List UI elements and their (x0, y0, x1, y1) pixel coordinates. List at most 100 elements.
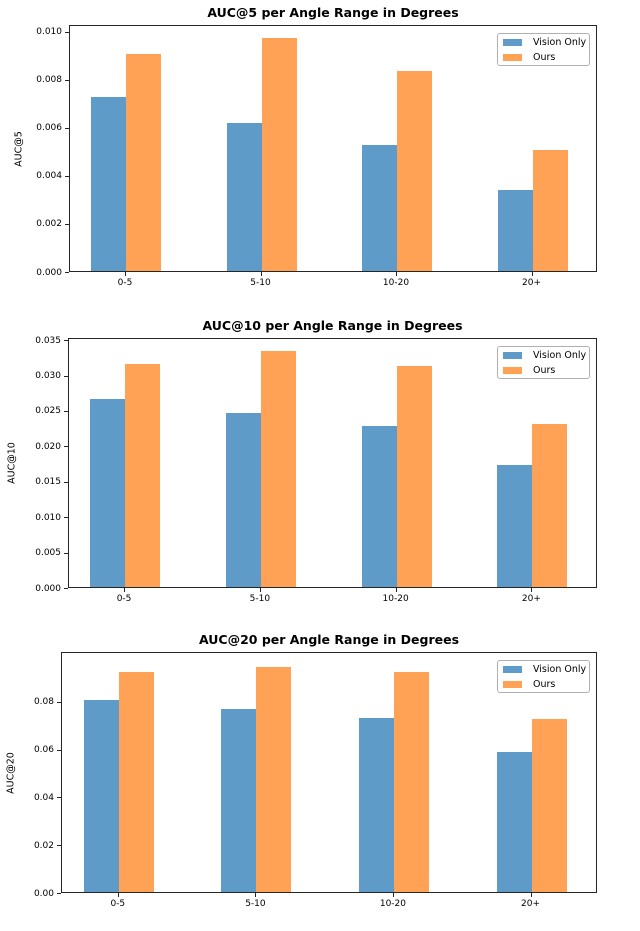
y-tick-label: 0.005 (35, 548, 61, 559)
legend: Vision Only Ours (497, 33, 590, 66)
legend-item: Vision Only (503, 664, 586, 675)
y-tick-label: 0.002 (36, 219, 62, 230)
legend-label: Ours (533, 364, 556, 376)
y-tick (64, 481, 68, 483)
legend-swatch-icon (503, 680, 522, 688)
bar-vision-only-10-20 (358, 717, 394, 892)
y-axis-label: AUC@10 (6, 442, 18, 484)
legend-item: Vision Only (503, 350, 586, 361)
x-tick-label: 0-5 (117, 278, 133, 288)
bar-ours-10-20 (396, 365, 432, 587)
y-tick-label: 0.008 (36, 75, 62, 86)
bar-ours-0-5 (125, 364, 161, 587)
y-tick (57, 749, 61, 751)
bar-ours-20+ (531, 718, 567, 892)
y-tick-label: 0.035 (35, 335, 61, 346)
y-tick-label: 0.006 (36, 123, 62, 134)
y-tick (65, 223, 69, 225)
y-tick (65, 31, 69, 33)
y-tick (64, 375, 68, 377)
bar-vision-only-20+ (497, 190, 533, 271)
y-tick-label: 0.030 (35, 371, 61, 382)
x-tick (117, 893, 119, 897)
y-tick (65, 79, 69, 81)
x-tick (395, 272, 397, 276)
y-tick-label: 0.004 (36, 171, 62, 182)
x-tick-label: 10-20 (382, 278, 410, 288)
y-tick (57, 701, 61, 703)
bar-vision-only-0-5 (90, 399, 126, 587)
y-axis-label: AUC@20 (5, 751, 17, 794)
bar-ours-20+ (532, 149, 568, 271)
x-tick (531, 588, 533, 592)
y-tick-label: 0.000 (36, 267, 62, 278)
chart-title: AUC@10 per Angle Range in Degrees (202, 318, 463, 333)
legend-label: Ours (533, 678, 556, 690)
y-tick (64, 446, 68, 448)
legend-item: Vision Only (503, 37, 586, 48)
x-tick (255, 893, 257, 897)
x-tick-label: 5-10 (245, 899, 266, 909)
x-tick (395, 588, 397, 592)
bar-vision-only-10-20 (361, 426, 397, 587)
bar-vision-only-5-10 (225, 413, 261, 587)
y-tick-label: 0.020 (35, 441, 61, 452)
bar-ours-5-10 (256, 666, 292, 892)
bar-vision-only-20+ (496, 752, 532, 892)
legend-label: Vision Only (533, 36, 587, 48)
y-tick-label: 0.00 (33, 888, 54, 899)
y-tick-label: 0.010 (36, 27, 62, 38)
legend-item: Ours (503, 52, 582, 63)
bar-vision-only-5-10 (226, 123, 262, 271)
x-tick-label: 20+ (521, 899, 541, 909)
bar-ours-20+ (532, 424, 568, 587)
y-tick (65, 175, 69, 177)
legend-swatch-icon (503, 366, 522, 374)
y-tick (64, 340, 68, 342)
y-tick (57, 845, 61, 847)
bar-vision-only-20+ (497, 465, 533, 587)
x-tick-label: 20+ (522, 278, 542, 288)
y-tick (64, 552, 68, 554)
x-tick-label: 20+ (521, 594, 541, 604)
y-tick-label: 0.025 (35, 406, 61, 417)
y-tick-label: 0.06 (33, 745, 54, 756)
bar-vision-only-0-5 (90, 97, 126, 271)
x-tick (124, 588, 126, 592)
bar-ours-10-20 (396, 71, 432, 271)
x-tick (530, 893, 532, 897)
x-tick-label: 5-10 (250, 278, 271, 288)
bar-ours-5-10 (261, 37, 297, 271)
x-tick (531, 272, 533, 276)
x-tick-label: 5-10 (249, 594, 271, 604)
bar-vision-only-5-10 (221, 709, 257, 892)
y-tick (64, 588, 68, 589)
chart-title: AUC@20 per Angle Range in Degrees (198, 632, 460, 647)
y-tick-label: 0.010 (35, 512, 61, 523)
legend-swatch-icon (503, 38, 522, 46)
y-tick (57, 893, 61, 894)
bar-vision-only-10-20 (361, 144, 397, 271)
x-tick (260, 272, 262, 276)
legend-label: Vision Only (533, 349, 587, 361)
x-tick (124, 272, 126, 276)
bar-ours-0-5 (125, 54, 161, 271)
y-tick (64, 517, 68, 519)
legend-label: Ours (533, 51, 556, 63)
legend-swatch-icon (503, 665, 522, 673)
bar-vision-only-0-5 (83, 699, 119, 892)
y-tick-label: 0.02 (33, 840, 54, 851)
y-tick (65, 127, 69, 129)
x-tick (259, 588, 261, 592)
y-tick (64, 410, 68, 412)
legend-label: Vision Only (533, 663, 587, 675)
x-tick (392, 893, 394, 897)
y-tick-label: 0.04 (33, 792, 54, 803)
y-tick (57, 797, 61, 799)
x-tick-label: 0-5 (110, 899, 126, 909)
y-tick-label: 0.08 (33, 697, 54, 708)
y-axis-label: AUC@5 (13, 130, 25, 167)
chart-title: AUC@5 per Angle Range in Degrees (207, 5, 459, 20)
legend-swatch-icon (503, 53, 522, 61)
